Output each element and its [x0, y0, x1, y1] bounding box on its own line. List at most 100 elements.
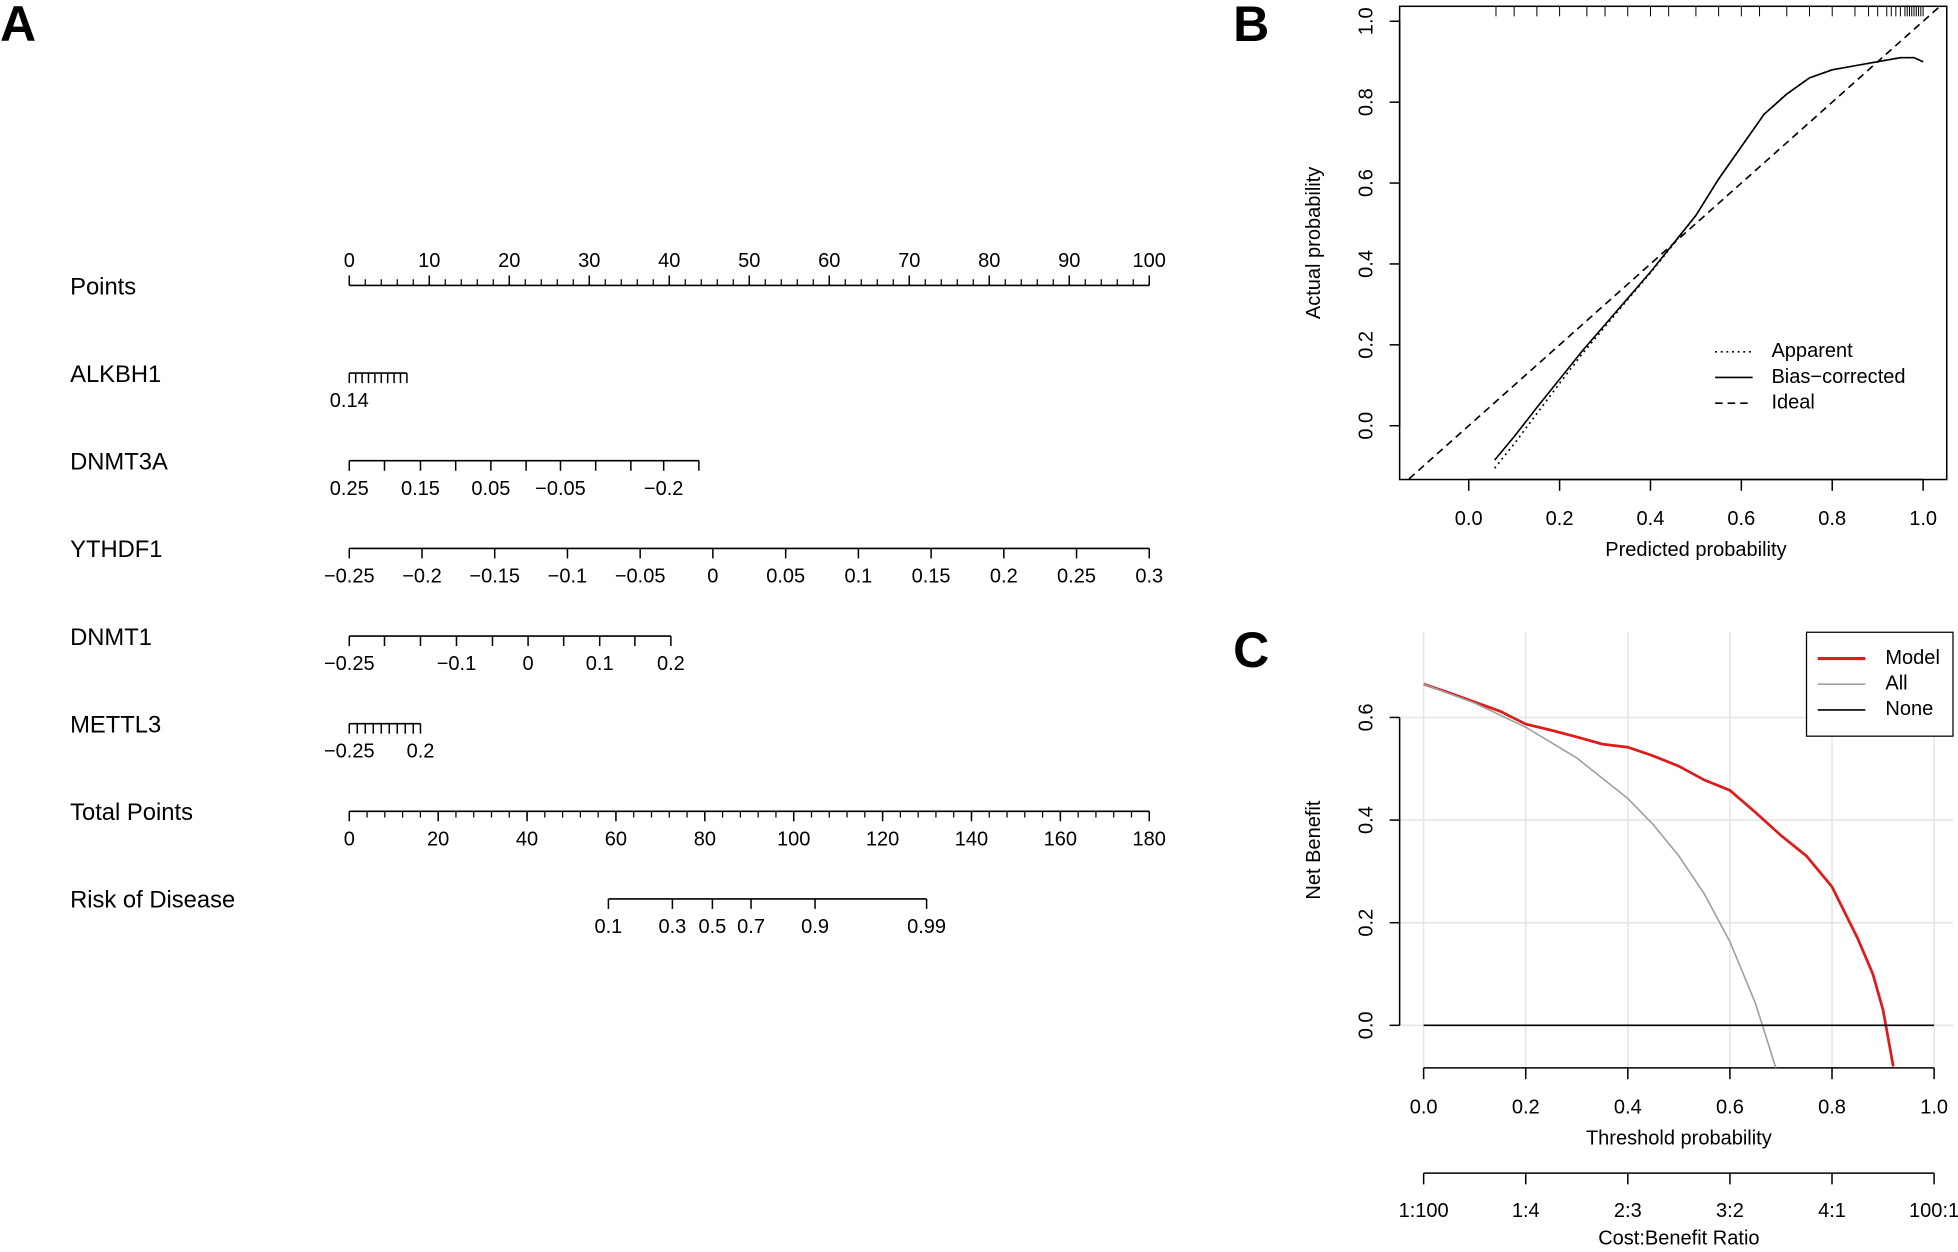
- x2-axis-title: Cost:Benefit Ratio: [1598, 1228, 1759, 1250]
- tick-label: −0.2: [644, 478, 684, 500]
- x2-tick-label: 1:4: [1512, 1200, 1540, 1222]
- row-name: Points: [70, 273, 136, 300]
- x-tick-label: 0.4: [1614, 1096, 1642, 1118]
- tick-label: 0.3: [1135, 565, 1163, 587]
- legend-label: Bias−corrected: [1771, 366, 1905, 388]
- tick-label: 0.05: [766, 565, 805, 587]
- y-axis-title: Net Benefit: [1303, 800, 1325, 899]
- tick-label: 90: [1058, 250, 1080, 272]
- row-name: Total Points: [70, 799, 193, 826]
- x-tick-label: 1.0: [1909, 508, 1937, 530]
- tick-label: −0.05: [535, 478, 586, 500]
- panel-letter: B: [1233, 0, 1269, 52]
- series-line: [1493, 56, 1924, 469]
- tick-label: 0: [707, 565, 718, 587]
- tick-label: 100: [777, 828, 810, 850]
- tick-label: 30: [578, 250, 600, 272]
- tick-label: 160: [1044, 828, 1077, 850]
- row-name: DNMT3A: [70, 449, 168, 476]
- y-tick-label: 0.4: [1355, 806, 1377, 834]
- tick-label: 0.25: [330, 478, 369, 500]
- tick-label: 100: [1133, 250, 1166, 272]
- tick-label: −0.1: [437, 653, 477, 675]
- panel-letter: C: [1233, 622, 1269, 678]
- tick-label: 80: [978, 250, 1000, 272]
- series-line: [1493, 56, 1924, 461]
- series-line: [1407, 6, 1942, 480]
- y-tick-label: 0.6: [1355, 169, 1377, 197]
- x-tick-label: 0.4: [1637, 508, 1665, 530]
- tick-label: −0.05: [615, 565, 666, 587]
- legend-label: Ideal: [1771, 391, 1814, 413]
- x-tick-label: 0.2: [1512, 1096, 1540, 1118]
- tick-label: 0.5: [698, 916, 726, 938]
- tick-label: 60: [605, 828, 627, 850]
- tick-label: 0.15: [912, 565, 951, 587]
- legend-label: Apparent: [1771, 340, 1853, 362]
- tick-label: −0.25: [324, 741, 375, 763]
- tick-label: 0.3: [658, 916, 686, 938]
- tick-label: 0.05: [471, 478, 510, 500]
- tick-label: 20: [427, 828, 449, 850]
- x-tick-label: 0.6: [1727, 508, 1755, 530]
- x2-tick-label: 100:1: [1909, 1200, 1958, 1222]
- tick-label: 70: [898, 250, 920, 272]
- y-tick-label: 0.0: [1355, 412, 1377, 440]
- y-tick-label: 0.8: [1355, 88, 1377, 116]
- row-name: Risk of Disease: [70, 887, 235, 914]
- tick-label: −0.25: [324, 653, 375, 675]
- tick-label: 20: [498, 250, 520, 272]
- y-tick-label: 1.0: [1355, 7, 1377, 35]
- tick-label: 40: [658, 250, 680, 272]
- tick-label: 0.1: [586, 653, 614, 675]
- legend-label: None: [1885, 698, 1933, 720]
- row-name: DNMT1: [70, 624, 152, 651]
- tick-label: 40: [516, 828, 538, 850]
- tick-label: 60: [818, 250, 840, 272]
- panel-letter: A: [0, 0, 36, 52]
- tick-label: −0.2: [402, 565, 442, 587]
- tick-label: −0.1: [548, 565, 588, 587]
- y-tick-label: 0.6: [1355, 704, 1377, 732]
- y-tick-label: 0.2: [1355, 909, 1377, 937]
- row-name: METTL3: [70, 711, 161, 738]
- x2-tick-label: 4:1: [1818, 1200, 1846, 1222]
- tick-label: 0.25: [1057, 565, 1096, 587]
- x-axis-title: Threshold probability: [1586, 1128, 1772, 1150]
- y-tick-label: 0.0: [1355, 1011, 1377, 1039]
- legend-label: Model: [1885, 647, 1940, 669]
- y-axis-title: Actual probability: [1303, 167, 1325, 319]
- legend-label: All: [1885, 673, 1907, 695]
- x2-tick-label: 3:2: [1716, 1200, 1744, 1222]
- tick-label: 180: [1133, 828, 1166, 850]
- tick-label: 0.15: [401, 478, 440, 500]
- tick-label: 10: [418, 250, 440, 272]
- tick-label: 0.2: [657, 653, 685, 675]
- series-line: [1423, 683, 1777, 1068]
- tick-label: 0.2: [407, 741, 435, 763]
- tick-label: 0.14: [330, 390, 369, 412]
- tick-label: −0.25: [324, 565, 375, 587]
- tick-label: 0: [344, 250, 355, 272]
- x-tick-label: 0.2: [1546, 508, 1574, 530]
- tick-label: 0.99: [907, 916, 946, 938]
- x-tick-label: 0.0: [1410, 1096, 1438, 1118]
- tick-label: 0.1: [594, 916, 622, 938]
- x-tick-label: 0.8: [1818, 508, 1846, 530]
- series-line: [1423, 682, 1895, 1067]
- x-tick-label: 1.0: [1920, 1096, 1948, 1118]
- x-axis-title: Predicted probability: [1605, 539, 1786, 561]
- y-tick-label: 0.4: [1355, 250, 1377, 278]
- x2-tick-label: 2:3: [1614, 1200, 1642, 1222]
- tick-label: 0.9: [801, 916, 829, 938]
- tick-label: 0.1: [844, 565, 872, 587]
- y-tick-label: 0.2: [1355, 331, 1377, 359]
- tick-label: 0: [523, 653, 534, 675]
- row-name: YTHDF1: [70, 536, 162, 563]
- x-tick-label: 0.8: [1818, 1096, 1846, 1118]
- row-name: ALKBH1: [70, 361, 161, 388]
- tick-label: 120: [866, 828, 899, 850]
- tick-label: 0: [344, 828, 355, 850]
